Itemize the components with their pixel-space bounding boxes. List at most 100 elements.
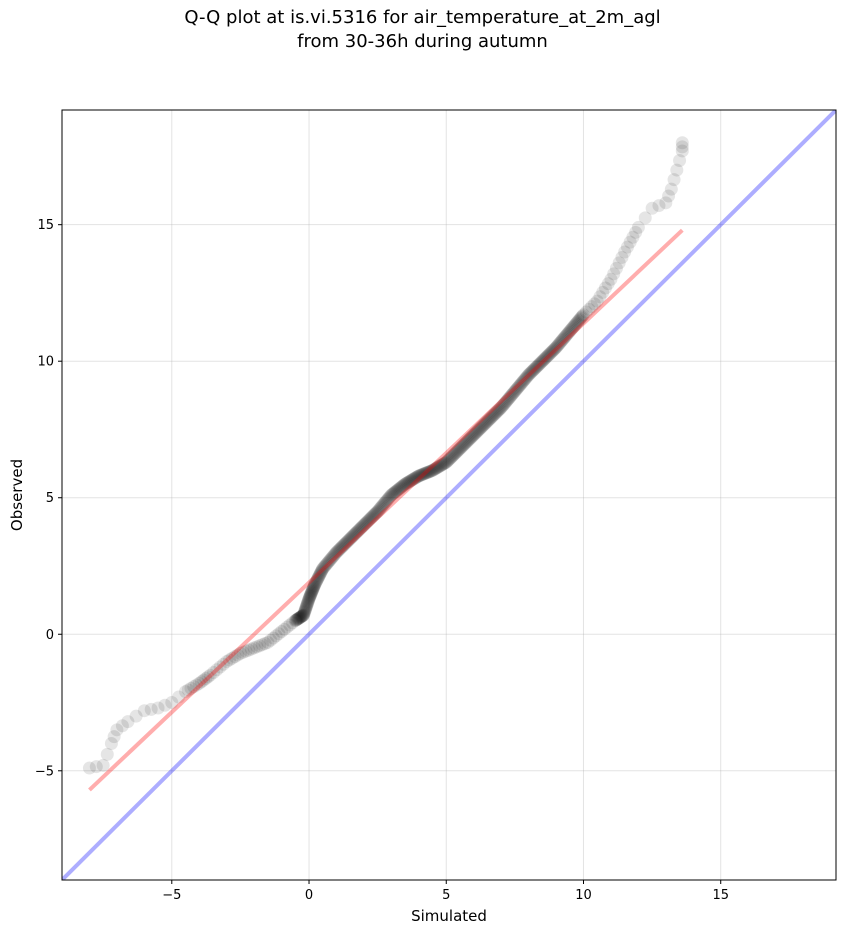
qq-point (612, 256, 626, 270)
qq-point (402, 475, 416, 489)
qq-point (377, 497, 391, 511)
qq-point (247, 641, 261, 655)
qq-point (571, 315, 585, 329)
qq-point (385, 487, 399, 501)
qq-point (598, 281, 612, 295)
qq-point (372, 503, 386, 517)
qq-point (334, 540, 348, 554)
qq-point (575, 310, 589, 324)
qq-point (292, 611, 306, 625)
qq-point (379, 494, 393, 508)
qq-point (345, 530, 359, 544)
qq-point (435, 458, 449, 472)
qq-point (511, 381, 525, 395)
qq-point (404, 474, 418, 488)
qq-point (419, 466, 433, 480)
qq-point (302, 593, 316, 607)
x-tick-label: 0 (305, 888, 313, 903)
qq-point (448, 446, 462, 460)
qq-point (456, 439, 470, 453)
qq-point (121, 715, 135, 729)
qq-point (488, 406, 502, 420)
qq-point (487, 407, 501, 421)
qq-point (626, 230, 640, 244)
qq-point (299, 601, 313, 615)
qq-point (383, 489, 397, 503)
qq-point (280, 620, 294, 634)
qq-point (210, 663, 224, 677)
qq-point (550, 339, 564, 353)
qq-point (535, 354, 549, 368)
qq-point (397, 478, 411, 492)
qq-point (483, 411, 497, 425)
qq-point (184, 681, 198, 695)
qq-point (570, 316, 584, 330)
qq-point (567, 319, 581, 333)
qq-point (524, 366, 538, 380)
qq-point (264, 633, 278, 647)
qq-point (394, 480, 408, 494)
qq-point (459, 436, 473, 450)
qq-point (335, 539, 349, 553)
qq-point (493, 402, 507, 416)
qq-point (576, 308, 590, 322)
qq-point (296, 609, 310, 623)
qq-point (601, 277, 615, 291)
qq-point (388, 485, 402, 499)
qq-point (289, 613, 303, 627)
qq-point (652, 199, 666, 213)
qq-point (491, 404, 505, 418)
qq-point (427, 462, 441, 476)
qq-point (440, 454, 454, 468)
qq-point (329, 545, 343, 559)
x-tick-label: 15 (712, 888, 729, 903)
qq-point (374, 501, 388, 515)
qq-point (213, 660, 227, 674)
qq-point (353, 522, 367, 536)
qq-point (424, 464, 438, 478)
qq-point (492, 403, 506, 417)
qq-point (360, 515, 374, 529)
qq-point (375, 500, 389, 514)
qq-point (517, 374, 531, 388)
plot-frame (61, 109, 837, 881)
qq-point (197, 673, 211, 687)
x-tick-label: −5 (162, 888, 181, 903)
qq-point (393, 481, 407, 495)
qq-point (438, 456, 452, 470)
qq-point (392, 482, 406, 496)
qq-point (422, 465, 436, 479)
qq-point (310, 572, 324, 586)
qq-point (378, 496, 391, 510)
qq-point (512, 380, 526, 394)
qq-point (352, 523, 366, 537)
qq-point (482, 412, 496, 426)
qq-point (405, 473, 419, 487)
qq-point (414, 468, 428, 482)
qq-point (272, 627, 286, 641)
qq-point (442, 452, 456, 466)
qq-point (490, 405, 504, 419)
qq-point (364, 511, 378, 525)
qq-point (441, 453, 455, 467)
qq-point (428, 462, 442, 476)
qq-point (297, 607, 311, 621)
qq-point (325, 551, 339, 565)
qq-point (363, 512, 377, 526)
qq-point (527, 362, 541, 376)
identity-line (62, 110, 836, 880)
qq-point (407, 472, 421, 486)
qq-point (412, 469, 426, 483)
qq-point (495, 399, 509, 413)
qq-point (675, 140, 689, 154)
qq-point (312, 570, 326, 584)
qq-point (474, 421, 488, 435)
qq-point (477, 417, 491, 431)
qq-point (220, 655, 234, 669)
qq-point (528, 361, 542, 375)
qq-point (458, 437, 472, 451)
qq-point (228, 650, 242, 664)
qq-point (543, 346, 557, 360)
qq-point (667, 173, 681, 187)
qq-point (336, 539, 350, 553)
